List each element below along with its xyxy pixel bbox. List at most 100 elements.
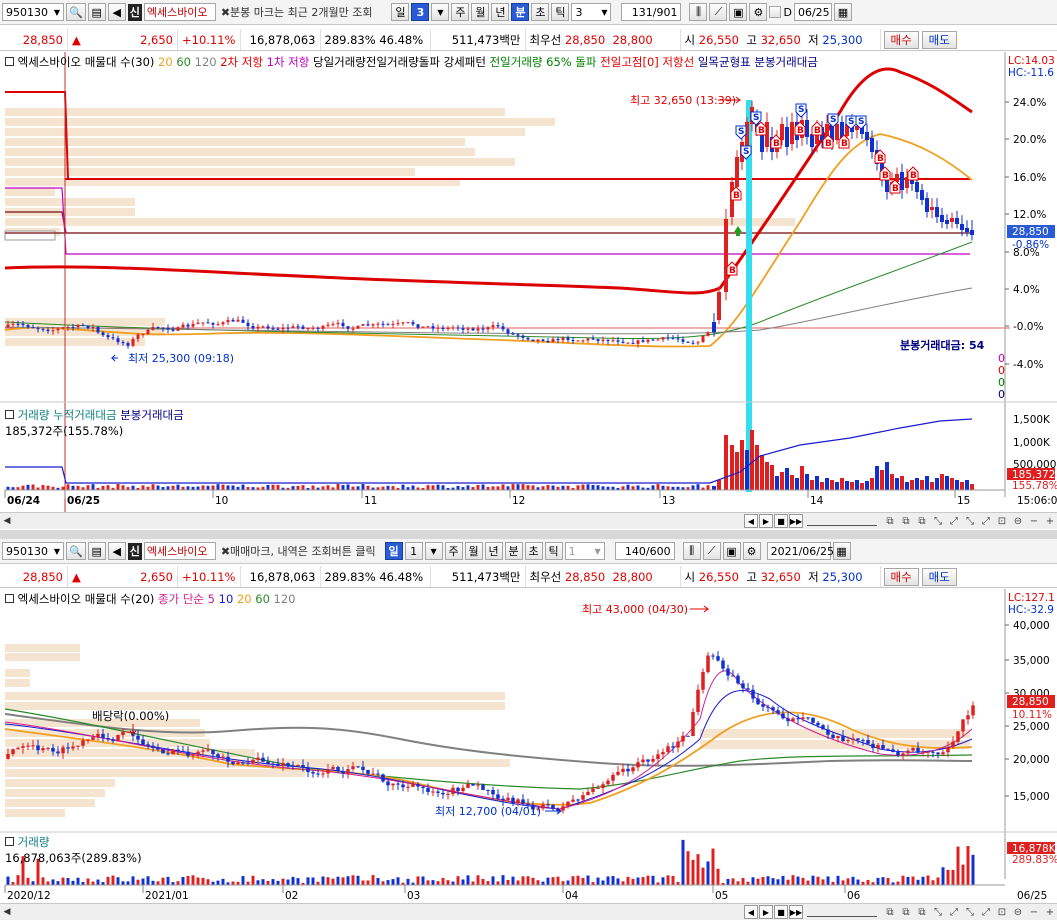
scroll-prev-icon[interactable]: ◀: [744, 905, 758, 919]
zoom-out-icon[interactable]: ⊖: [1013, 906, 1023, 918]
scroll-next-icon[interactable]: ▶: [759, 514, 773, 528]
candle-body: [371, 324, 375, 326]
count-field[interactable]: 131/901: [621, 3, 682, 21]
interval-select[interactable]: 1 ▼: [564, 542, 605, 560]
tab-month[interactable]: 월: [464, 542, 483, 560]
plus-icon[interactable]: +: [1045, 906, 1055, 918]
stock-list-icon[interactable]: ▤: [87, 3, 106, 21]
plus-icon[interactable]: +: [1045, 515, 1055, 527]
stop-icon[interactable]: ■: [774, 514, 788, 528]
volume-bar: [866, 879, 870, 885]
period-dropdown-icon[interactable]: ▼: [424, 542, 443, 560]
zoom-out-icon[interactable]: ⊖: [1013, 515, 1023, 527]
panel2-chart[interactable]: 배당락(0.00%) 최고 43,000 (04/30) 최저 12,700 (…: [0, 589, 1057, 905]
date-field[interactable]: 06/25: [793, 3, 832, 21]
candle-body: [201, 750, 205, 752]
scroll-left-icon[interactable]: ◀: [3, 516, 11, 526]
dropdown-arrow-icon[interactable]: ▼: [53, 7, 60, 17]
tab-month[interactable]: 월: [471, 3, 490, 21]
candle-type-icon[interactable]: ⫼: [682, 542, 701, 560]
period-day-button[interactable]: 일: [384, 542, 403, 560]
tab-year[interactable]: 년: [484, 542, 503, 560]
scroll-left-icon[interactable]: ◀: [3, 907, 11, 917]
expand-icon[interactable]: ⤡: [934, 515, 942, 527]
sell-button[interactable]: 매도: [921, 30, 957, 49]
fit-icon[interactable]: ⤡: [966, 906, 974, 918]
sell-button[interactable]: 매도: [921, 567, 957, 586]
gear-icon[interactable]: ⚙: [742, 542, 761, 560]
minus-icon[interactable]: −: [1029, 515, 1039, 527]
gear-icon[interactable]: ⚙: [749, 3, 768, 21]
layout-icon[interactable]: ⧉: [886, 906, 894, 918]
expand-icon[interactable]: ⤡: [934, 906, 942, 918]
panel1-scrollbar[interactable]: ◀ ◀ ▶ ■ ▶▶ ⧉ ⧉ ⧉ ⤡ ⤢ ⤡ ⤢ ⊡ ⊖ − +: [0, 512, 1057, 529]
zoom-slider[interactable]: [807, 907, 877, 917]
layout2-icon[interactable]: ⧉: [902, 906, 910, 918]
shrink-icon[interactable]: ⤢: [950, 906, 958, 918]
count-field[interactable]: 140/600: [614, 542, 675, 560]
fast-forward-icon[interactable]: ▶▶: [789, 514, 803, 528]
line-tool-icon[interactable]: ⟋: [709, 3, 728, 21]
line-tool-icon[interactable]: ⟋: [702, 542, 721, 560]
minus-icon[interactable]: −: [1029, 906, 1039, 918]
save-icon[interactable]: ▣: [729, 3, 748, 21]
tab-minute[interactable]: 분: [511, 3, 530, 21]
volume-bar: [601, 486, 605, 490]
fit2-icon[interactable]: ⤢: [982, 515, 990, 527]
tab-year[interactable]: 년: [491, 3, 510, 21]
dropdown-arrow-icon[interactable]: ▼: [53, 546, 60, 556]
tab-week[interactable]: 주: [451, 3, 470, 21]
layout-icon[interactable]: ⧉: [886, 515, 894, 527]
shrink-icon[interactable]: ⤢: [950, 515, 958, 527]
volume-bar: [331, 878, 335, 885]
interval-select[interactable]: 3 ▼: [571, 3, 612, 21]
date-checkbox[interactable]: [769, 6, 782, 18]
stock-code-input[interactable]: 950130 ▼: [2, 542, 64, 560]
period-dropdown-icon[interactable]: ▼: [431, 3, 450, 21]
tab-tick[interactable]: 틱: [544, 542, 563, 560]
search-icon[interactable]: 🔍: [66, 542, 86, 560]
prev-icon[interactable]: ◀: [107, 542, 126, 560]
period-value[interactable]: 3: [411, 3, 430, 21]
candle-body: [681, 339, 685, 342]
fit2-icon[interactable]: ⤢: [982, 906, 990, 918]
search-icon[interactable]: 🔍: [66, 3, 86, 21]
tab-second[interactable]: 초: [531, 3, 550, 21]
period-value[interactable]: 1: [404, 542, 423, 560]
candle-type-icon[interactable]: ⫼: [689, 3, 708, 21]
calendar-icon[interactable]: ▦: [832, 542, 851, 560]
zoom-slider[interactable]: [807, 516, 877, 526]
fast-forward-icon[interactable]: ▶▶: [789, 905, 803, 919]
stock-name-field[interactable]: 엑세스바이오: [143, 3, 216, 21]
candle-body: [371, 773, 375, 775]
prev-icon[interactable]: ◀: [107, 3, 126, 21]
buy-button[interactable]: 매수: [883, 567, 919, 586]
stock-code-input[interactable]: 950130 ▼: [2, 3, 64, 21]
fit-icon[interactable]: ⤡: [966, 515, 974, 527]
buy-button[interactable]: 매수: [883, 30, 919, 49]
tab-minute[interactable]: 분: [504, 542, 523, 560]
calendar-icon[interactable]: ▦: [833, 3, 852, 21]
stock-name-field[interactable]: 엑세스바이오: [143, 542, 216, 560]
x-axis-label: 04: [565, 890, 579, 902]
tab-second[interactable]: 초: [524, 542, 543, 560]
scroll-prev-icon[interactable]: ◀: [744, 514, 758, 528]
volume-bar: [631, 486, 635, 490]
volume-bar: [171, 485, 175, 490]
save-icon[interactable]: ▣: [722, 542, 741, 560]
lock-icon[interactable]: ⊡: [997, 515, 1007, 527]
tab-tick[interactable]: 틱: [551, 3, 570, 21]
tab-week[interactable]: 주: [444, 542, 463, 560]
layout3-icon[interactable]: ⧉: [918, 906, 926, 918]
stock-list-icon[interactable]: ▤: [87, 542, 106, 560]
stop-icon[interactable]: ■: [774, 905, 788, 919]
layout3-icon[interactable]: ⧉: [918, 515, 926, 527]
lock-icon[interactable]: ⊡: [997, 906, 1007, 918]
scroll-next-icon[interactable]: ▶: [759, 905, 773, 919]
panel2-scrollbar[interactable]: ◀ ◀ ▶ ■ ▶▶ ⧉ ⧉ ⧉ ⤡ ⤢ ⤡ ⤢ ⊡ ⊖ − +: [0, 903, 1057, 920]
period-day-button[interactable]: 일: [391, 3, 410, 21]
date-field[interactable]: 2021/06/25: [766, 542, 834, 560]
layout2-icon[interactable]: ⧉: [902, 515, 910, 527]
candle-body: [256, 757, 260, 760]
